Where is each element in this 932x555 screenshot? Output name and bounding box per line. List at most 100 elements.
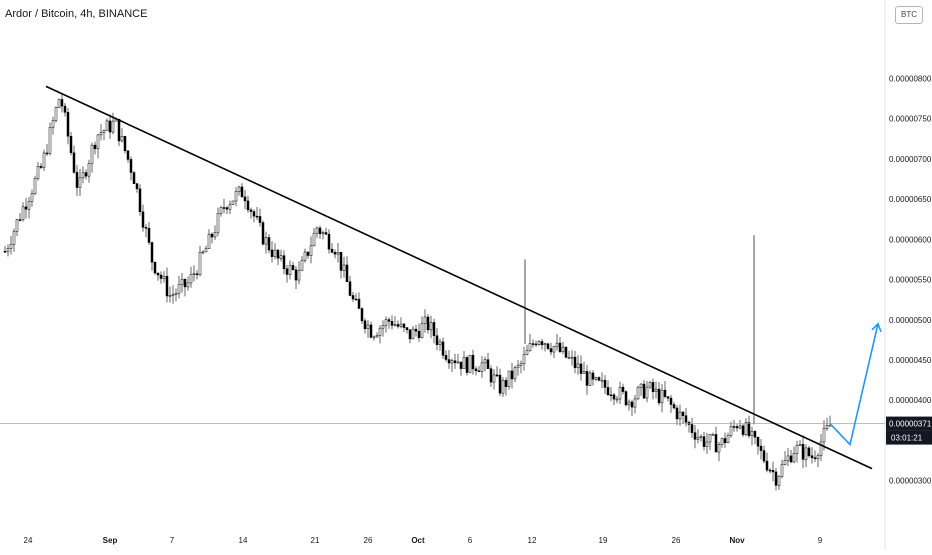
projection-arrow[interactable] <box>829 323 879 447</box>
candle-body <box>729 426 733 436</box>
candle-body <box>120 136 124 142</box>
candle-body <box>306 251 310 256</box>
candle-body <box>576 363 580 368</box>
candle-body <box>150 242 154 263</box>
candle-body <box>549 348 553 353</box>
candle-body <box>573 356 577 368</box>
candle-body <box>123 136 127 152</box>
candle-body <box>72 152 76 173</box>
candle-body <box>603 379 607 388</box>
candle-body <box>234 191 238 202</box>
candle-body <box>621 386 625 392</box>
candle-body <box>777 476 781 486</box>
y-tick-label: 0.00000750 <box>889 115 932 124</box>
candle-body <box>699 436 703 438</box>
candle-body <box>744 422 748 435</box>
x-tick-label: 14 <box>239 536 248 545</box>
candle-body <box>705 441 709 447</box>
candle-body <box>96 134 100 150</box>
candle-body <box>345 264 349 282</box>
candle-body <box>222 207 226 209</box>
candle-body <box>279 255 283 259</box>
candle-body <box>195 273 199 276</box>
candle-body <box>243 196 247 202</box>
candle-body <box>540 341 544 346</box>
candle-body <box>369 324 373 338</box>
candle-body <box>111 120 115 133</box>
candle-body <box>165 275 169 297</box>
x-tick-label: 21 <box>311 536 320 545</box>
candle-body <box>321 232 325 235</box>
candle-body <box>489 368 493 383</box>
candle-body <box>669 397 673 405</box>
candle-body <box>36 166 40 179</box>
candle-body <box>609 394 613 396</box>
candle-body <box>198 252 202 276</box>
candle-body <box>657 388 661 404</box>
y-tick-label: 0.00000700 <box>889 155 932 164</box>
candle-body <box>147 228 151 243</box>
candle-body <box>561 346 565 352</box>
candle-body <box>54 107 58 121</box>
candle-body <box>546 343 550 349</box>
candle-body <box>633 398 637 408</box>
candle-body <box>513 367 517 380</box>
candle-body <box>381 325 385 329</box>
trendline[interactable] <box>45 85 873 470</box>
candle-body <box>813 457 817 459</box>
candle-body <box>360 308 364 322</box>
candle-body <box>477 370 481 373</box>
candle-body <box>417 330 421 338</box>
candle-body <box>300 260 304 271</box>
candle-body <box>33 178 37 194</box>
candle-body <box>528 343 532 351</box>
candle-body <box>387 319 391 322</box>
candle-body <box>15 219 19 232</box>
candle-body <box>267 237 271 251</box>
candle-body <box>27 201 31 210</box>
candle-body <box>795 445 799 454</box>
candle-body <box>690 424 694 433</box>
candle-body <box>51 120 55 128</box>
candle-body <box>516 365 520 369</box>
x-tick-label: 7 <box>170 536 175 545</box>
x-tick-label: 9 <box>818 536 823 545</box>
candle-body <box>732 426 736 428</box>
candle-body <box>48 127 52 154</box>
candle-body <box>324 232 328 235</box>
candle-body <box>294 269 298 281</box>
candle-body <box>663 389 667 397</box>
candle-body <box>342 264 346 271</box>
candle-body <box>645 386 649 399</box>
candle-body <box>456 361 460 364</box>
candle-body <box>180 278 184 285</box>
countdown-label: 03:01:21 <box>891 434 923 443</box>
candle-body <box>636 387 640 400</box>
candle-body <box>525 350 529 356</box>
currency-badge[interactable]: BTC <box>895 6 923 24</box>
candle-body <box>420 323 424 338</box>
candle-body <box>771 470 775 473</box>
candle-body <box>141 211 145 228</box>
candle-body <box>675 407 679 420</box>
candle-body <box>423 316 427 324</box>
candle-body <box>579 363 583 374</box>
candle-body <box>606 387 610 395</box>
candle-body <box>45 152 49 155</box>
candle-body <box>291 265 295 271</box>
x-tick-label: 26 <box>364 536 373 545</box>
candle-body <box>3 251 7 253</box>
candle-body <box>474 368 478 372</box>
candle-body <box>228 204 232 210</box>
candle-body <box>684 415 688 423</box>
candle-body <box>240 186 244 198</box>
candle-body <box>447 359 451 364</box>
candle-body <box>390 321 394 326</box>
candle-body <box>288 265 292 275</box>
candle-body <box>333 252 337 255</box>
candle-body <box>498 374 502 394</box>
last-price-label-bg <box>886 416 932 431</box>
candle-body <box>432 322 436 337</box>
